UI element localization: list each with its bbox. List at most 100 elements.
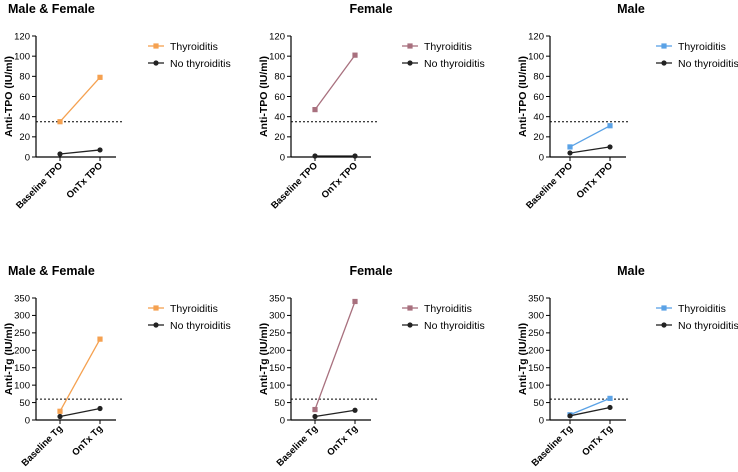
- legend-marker: [153, 60, 159, 66]
- y-tick-label: 60: [533, 92, 544, 103]
- series-line-no-thyroiditis: [59, 149, 101, 155]
- y-tick-label: 20: [533, 132, 544, 143]
- chart-title: Male: [617, 264, 645, 278]
- legend-label: Thyroiditis: [424, 303, 472, 315]
- y-tick-label: 50: [274, 398, 285, 409]
- legend-label: No thyroiditis: [424, 58, 485, 70]
- y-tick-label: 120: [14, 31, 30, 42]
- data-point: [567, 413, 573, 419]
- y-tick-label: 100: [14, 380, 30, 391]
- series-line-no-thyroiditis: [569, 146, 611, 154]
- y-tick-label: 0: [539, 415, 544, 426]
- data-point: [57, 151, 63, 157]
- legend-marker: [153, 305, 159, 311]
- legend-label: Thyroiditis: [424, 41, 472, 53]
- y-tick-label: 20: [274, 132, 285, 143]
- y-axis-label: Anti-Tg (IU/ml): [517, 323, 529, 395]
- y-tick-label: 200: [269, 346, 285, 357]
- y-axis-label: Anti-TPO (IU/ml): [517, 56, 529, 137]
- series-line-thyroiditis: [59, 76, 101, 123]
- legend-marker: [407, 305, 413, 311]
- data-point: [57, 408, 63, 414]
- legend-label: No thyroiditis: [170, 58, 231, 70]
- chart-panel-5: Female 0 50 100 150 200 250 300 350 Anti-Tg (IU/m…: [258, 264, 485, 469]
- legend-label: No thyroiditis: [424, 320, 485, 332]
- y-tick-label: 40: [274, 112, 285, 123]
- y-tick-label: 50: [19, 398, 30, 409]
- data-point: [97, 405, 103, 412]
- legend-label: No thyroiditis: [678, 58, 738, 70]
- y-tick-label: 300: [528, 311, 544, 322]
- y-tick-label: 300: [269, 311, 285, 322]
- y-tick-label: 120: [528, 31, 544, 42]
- y-tick-label: 350: [528, 293, 544, 304]
- data-point: [57, 413, 63, 420]
- data-point: [567, 150, 573, 156]
- y-tick-label: 80: [19, 72, 30, 83]
- x-tick-label: Baseline TPO: [14, 160, 65, 211]
- y-tick-label: 150: [14, 363, 30, 374]
- legend-marker: [661, 43, 667, 49]
- data-point: [97, 336, 103, 342]
- legend-marker: [153, 322, 159, 328]
- chart-panel-4: Male & Female 0 50 100 150 200 250 300 350 Anti-T…: [3, 264, 231, 469]
- y-tick-label: 60: [19, 92, 30, 103]
- series-line-thyroiditis: [314, 54, 356, 110]
- data-point: [57, 119, 63, 125]
- y-tick-label: 200: [528, 346, 544, 357]
- data-point: [607, 395, 613, 401]
- y-tick-label: 150: [528, 363, 544, 374]
- x-tick-label: Baseline Tg: [275, 423, 321, 469]
- x-tick-label: Baseline Tg: [530, 423, 576, 469]
- y-tick-label: 0: [280, 415, 285, 426]
- chart-title: Female: [349, 2, 392, 16]
- legend-label: Thyroiditis: [170, 303, 218, 315]
- y-tick-label: 0: [280, 152, 285, 163]
- legend-marker: [407, 43, 413, 49]
- data-point: [312, 107, 318, 113]
- data-point: [352, 52, 358, 58]
- y-tick-label: 40: [533, 112, 544, 123]
- y-tick-label: 100: [14, 51, 30, 62]
- y-tick-label: 250: [269, 328, 285, 339]
- y-tick-label: 80: [274, 72, 285, 83]
- legend-label: Thyroiditis: [678, 303, 726, 315]
- data-point: [352, 153, 358, 159]
- y-tick-label: 20: [19, 132, 30, 143]
- x-tick-label: OnTx TPO: [319, 160, 360, 201]
- y-tick-label: 120: [269, 31, 285, 42]
- chart-title: Female: [349, 264, 392, 278]
- series-line-thyroiditis: [59, 338, 101, 412]
- y-axis-label: Anti-Tg (IU/ml): [258, 323, 270, 395]
- y-tick-label: 350: [269, 293, 285, 304]
- data-point: [607, 144, 613, 150]
- legend-marker: [661, 60, 667, 66]
- chart-panel-2: Female 0 20 40 60 80 100 120 Anti-TPO (IU/ml) Bas…: [258, 2, 485, 211]
- x-tick-label: Baseline TPO: [269, 160, 320, 211]
- chart-title: Male & Female: [8, 264, 95, 278]
- series-line-thyroiditis: [569, 397, 611, 416]
- data-point: [312, 413, 318, 420]
- y-tick-label: 0: [539, 152, 544, 163]
- data-point: [607, 404, 613, 411]
- y-tick-label: 50: [533, 398, 544, 409]
- y-axis-label: Anti-TPO (IU/ml): [3, 56, 15, 137]
- series-line-no-thyroiditis: [59, 407, 101, 418]
- y-tick-label: 300: [14, 311, 30, 322]
- legend-label: Thyroiditis: [170, 41, 218, 53]
- series-line-no-thyroiditis: [569, 406, 611, 417]
- chart-title: Male: [617, 2, 645, 16]
- y-tick-label: 60: [274, 92, 285, 103]
- data-point: [567, 144, 573, 150]
- y-tick-label: 100: [269, 380, 285, 391]
- data-point: [312, 406, 318, 413]
- y-tick-label: 0: [25, 415, 30, 426]
- y-tick-label: 40: [19, 112, 30, 123]
- chart-panel-3: Male 0 20 40 60 80 100 120 Anti-TPO (IU/ml) Basel…: [517, 2, 738, 211]
- y-axis-label: Anti-TPO (IU/ml): [258, 56, 270, 137]
- series-line-thyroiditis: [569, 125, 611, 148]
- y-tick-label: 100: [528, 51, 544, 62]
- legend-marker: [407, 322, 413, 328]
- data-point: [352, 407, 358, 413]
- legend-marker: [661, 322, 667, 328]
